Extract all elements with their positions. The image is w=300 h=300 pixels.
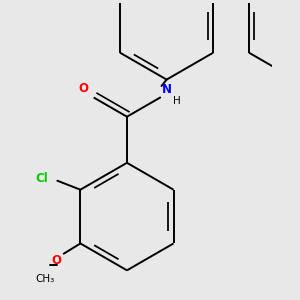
Text: CH₃: CH₃ <box>35 274 54 284</box>
Text: H: H <box>173 96 181 106</box>
Text: O: O <box>79 82 88 95</box>
Text: O: O <box>51 254 61 267</box>
Text: N: N <box>161 83 172 96</box>
Text: Cl: Cl <box>36 172 48 185</box>
